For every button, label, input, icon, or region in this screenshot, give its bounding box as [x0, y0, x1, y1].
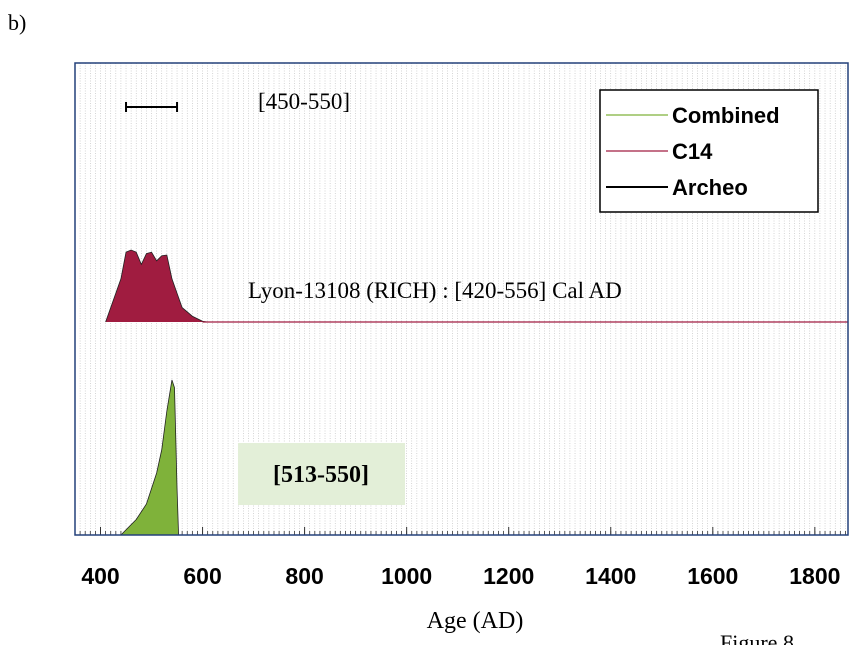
density-area: [120, 380, 179, 535]
x-tick-label: 600: [183, 563, 221, 589]
x-tick-label: 1400: [585, 563, 636, 589]
x-tick-label: 1800: [789, 563, 840, 589]
x-tick-label: 400: [81, 563, 119, 589]
density-line: [105, 249, 848, 323]
series-label: [513-550]: [273, 462, 369, 488]
label-box: [238, 443, 405, 505]
x-axis-label: Age (AD): [427, 608, 524, 634]
x-tick-label: 1200: [483, 563, 534, 589]
legend-label: Archeo: [672, 175, 748, 200]
plot-frame: [74, 62, 849, 536]
legend-label: C14: [672, 139, 713, 164]
x-tick-label: 800: [285, 563, 323, 589]
x-tick-label: 1600: [687, 563, 738, 589]
legend-label: Combined: [672, 103, 780, 128]
x-tick-label: 1000: [381, 563, 432, 589]
density-area: [105, 250, 208, 322]
figure-label: Figure 8.: [720, 630, 799, 645]
series-label: Lyon-13108 (RICH) : [420-556] Cal AD: [248, 278, 622, 303]
series-label: [450-550]: [258, 89, 350, 114]
density-line: [120, 379, 179, 536]
panel-label: b): [8, 10, 26, 35]
